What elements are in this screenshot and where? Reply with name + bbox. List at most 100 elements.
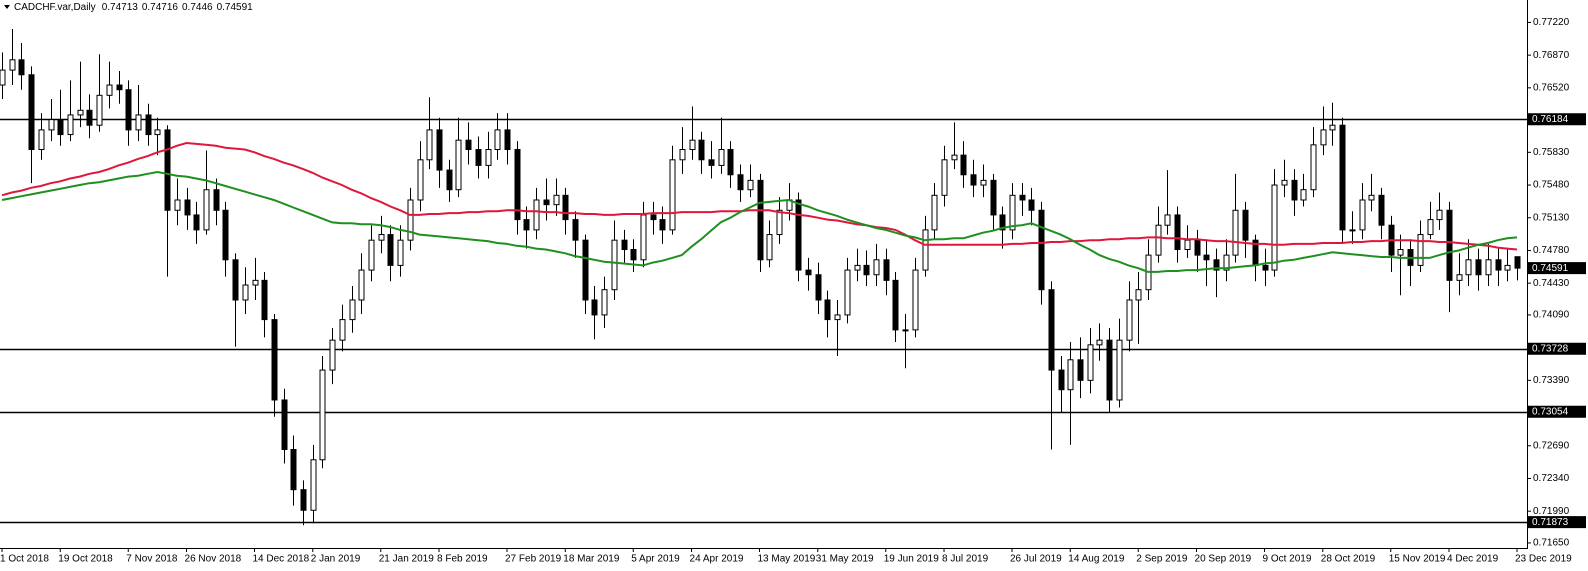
candle-body (1281, 179, 1288, 186)
candle-body (650, 214, 657, 221)
x-tick-label: 18 Mar 2019 (563, 554, 620, 565)
candle-body (1485, 259, 1492, 276)
candle-body (319, 369, 326, 461)
candle-body (640, 214, 647, 261)
candle-body (1446, 209, 1453, 281)
candle-body (397, 239, 404, 266)
level-box (1528, 113, 1586, 126)
candle-body (1242, 209, 1249, 241)
candle-body (951, 154, 958, 161)
candle-body (475, 149, 482, 166)
candle-body (1397, 249, 1404, 256)
y-tick-label: 0.71990 (1533, 506, 1570, 517)
candle-body (1232, 209, 1239, 256)
candle-body (252, 279, 259, 286)
candle-body (329, 339, 336, 371)
level-label: 0.73728 (1532, 343, 1569, 354)
candle-body (630, 249, 637, 261)
candle-body (1028, 199, 1035, 211)
candle-body (1504, 264, 1511, 271)
x-tick-label: 7 Nov 2018 (126, 554, 178, 565)
candle-body (242, 284, 249, 301)
candle-body (1456, 274, 1463, 281)
candle-body (1300, 189, 1307, 201)
x-tick-label: 27 Feb 2019 (505, 554, 562, 565)
candle-body (18, 59, 25, 76)
candle-body (1262, 264, 1269, 271)
candle-body (154, 129, 161, 136)
candle-body (805, 269, 812, 276)
x-tick-label: 26 Jul 2019 (1010, 554, 1062, 565)
candle-body (203, 189, 210, 231)
y-tick-label: 0.75130 (1533, 212, 1570, 223)
candle-body (1368, 194, 1375, 201)
candle-body (1378, 194, 1385, 226)
candle-body (164, 129, 171, 211)
candle-body (737, 174, 744, 191)
y-tick-label: 0.76520 (1533, 82, 1570, 93)
candle-body (669, 159, 676, 231)
candle-body (873, 259, 880, 276)
candle-body (281, 399, 288, 451)
open-value: 0.74713 (102, 2, 139, 13)
symbol-menu-arrow (4, 5, 10, 9)
candle-body (1126, 299, 1133, 341)
candle-body (339, 319, 346, 341)
candle-body (57, 119, 64, 136)
candle-body (1349, 229, 1356, 232)
candle-body (999, 214, 1006, 231)
candle-body (562, 194, 569, 221)
level-box (1528, 342, 1586, 355)
candle-body (417, 159, 424, 201)
candle-body (407, 199, 414, 241)
candle-body (1048, 289, 1055, 371)
candle-body (1427, 219, 1434, 236)
candle-body (960, 154, 967, 176)
candle-body (1310, 144, 1317, 191)
candle-body (48, 119, 55, 131)
candle-body (300, 489, 307, 511)
candle-body (980, 179, 987, 186)
candle-body (1417, 234, 1424, 266)
candle-body (757, 179, 764, 261)
level-box (1528, 405, 1586, 418)
candle-body (1058, 369, 1065, 391)
low-value: 0.7446 (182, 2, 213, 13)
candle-body (1329, 124, 1336, 131)
candle-body (368, 239, 375, 271)
candle-body (1038, 209, 1045, 291)
close-value: 0.74591 (217, 2, 254, 13)
candle-body (1009, 194, 1016, 231)
y-tick-label: 0.75830 (1533, 147, 1570, 158)
candle-body (1096, 339, 1103, 346)
x-tick-label: 15 Nov 2019 (1389, 554, 1446, 565)
candle-body (1194, 239, 1201, 256)
candle-body (523, 219, 530, 231)
candle-body (426, 129, 433, 161)
candle-body (815, 274, 822, 301)
y-tick-label: 0.77220 (1533, 17, 1570, 28)
x-tick-label: 21 Jan 2019 (379, 554, 434, 565)
candle-body (1291, 179, 1298, 201)
y-tick-label: 0.75480 (1533, 180, 1570, 191)
y-tick-label: 0.74780 (1533, 245, 1570, 256)
x-tick-label: 13 May 2019 (758, 554, 816, 565)
y-tick-label: 0.72340 (1533, 473, 1570, 484)
chart-title: CADCHF.var,Daily (14, 2, 96, 13)
candle-body (232, 259, 239, 301)
level-box (1528, 516, 1586, 529)
candle-body (1184, 239, 1191, 251)
level-label: 0.71873 (1532, 517, 1569, 528)
candle-body (1495, 259, 1502, 271)
candle-body (543, 199, 550, 206)
candle-body (990, 179, 997, 216)
candle-body (863, 264, 870, 276)
candle-body (349, 299, 356, 321)
x-tick-label: 23 Dec 2019 (1515, 554, 1572, 565)
y-tick-label: 0.71650 (1533, 538, 1570, 549)
candle-body (1077, 359, 1084, 381)
candle-body (824, 299, 831, 321)
candle-body (28, 74, 35, 151)
candle-body (659, 219, 666, 231)
candle-body (854, 264, 861, 271)
